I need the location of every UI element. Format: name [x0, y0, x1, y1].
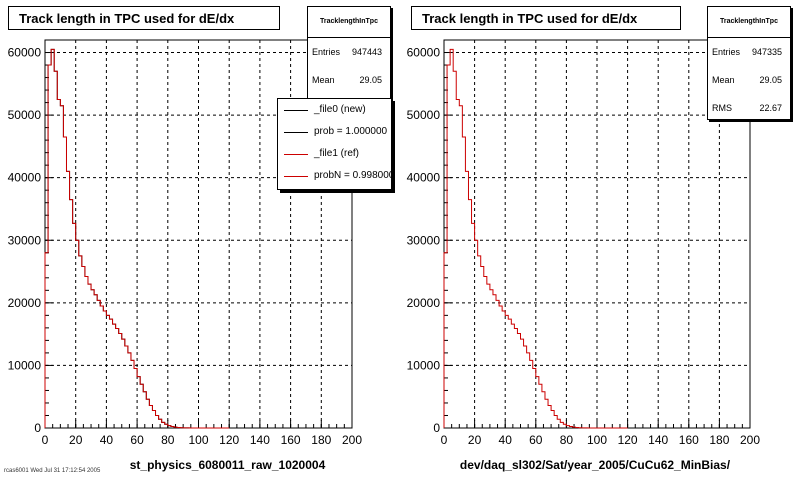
- legend-entry-prob: prob = 1.000000: [278, 121, 391, 143]
- stats-entries-value: 947335: [751, 47, 782, 57]
- panel-left-x-axis-name: st_physics_6080011_raw_1020004: [129, 458, 326, 472]
- x-tick-label: 40: [499, 433, 513, 447]
- y-tick-label: 0: [34, 421, 41, 435]
- y-tick-label: 20000: [8, 296, 42, 310]
- x-tick-label: 40: [100, 433, 114, 447]
- panel-right-x-axis-name: dev/daq_sl302/Sat/year_2005/CuCu62_MinBi…: [459, 458, 731, 472]
- x-tick-label: 100: [587, 433, 607, 447]
- panel-left-stats-name: TracklengthInTpc: [308, 7, 390, 38]
- x-tick-label: 180: [311, 433, 331, 447]
- stats-mean-label: Mean: [312, 75, 335, 85]
- x-tick-label: 80: [161, 433, 175, 447]
- y-tick-label: 40000: [8, 171, 42, 185]
- y-tick-label: 30000: [8, 233, 42, 247]
- panel-right-stats-mean: Mean 29.05: [708, 66, 790, 94]
- y-tick-label: 10000: [407, 358, 441, 372]
- legend-label: probN = 0.998000: [314, 170, 392, 181]
- stats-mean-label: Mean: [712, 75, 735, 85]
- stats-entries-label: Entries: [312, 47, 341, 57]
- y-tick-label: 0: [433, 421, 440, 435]
- stats-mean-value: 29.05: [759, 75, 782, 85]
- x-tick-label: 60: [529, 433, 543, 447]
- panel-right-stats-entries: Entries 947335: [708, 38, 790, 66]
- y-tick-label: 30000: [407, 233, 441, 247]
- x-tick-label: 140: [648, 433, 668, 447]
- panel-left-title: Track length in TPC used for dE/dx: [8, 6, 280, 30]
- stats-rms-value: 22.67: [759, 103, 782, 113]
- x-tick-label: 180: [709, 433, 729, 447]
- panel-left-stats-mean: Mean 29.05: [308, 66, 390, 94]
- x-tick-label: 120: [618, 433, 638, 447]
- legend-label: prob = 1.000000: [314, 126, 388, 137]
- histogram-series-ref: [443, 48, 628, 429]
- panel-right-stats-rms: RMS 22.67: [708, 94, 790, 122]
- legend-line-red: [284, 154, 308, 155]
- legend-line-black: [284, 110, 308, 111]
- y-tick-label: 20000: [407, 296, 441, 310]
- y-tick-label: 50000: [407, 108, 441, 122]
- y-tick-label: 60000: [407, 46, 441, 60]
- x-tick-label: 80: [560, 433, 574, 447]
- legend-entry-file0: _file0 (new): [278, 99, 391, 121]
- legend-entry-probn: probN = 0.998000: [278, 165, 391, 187]
- panel-right-title: Track length in TPC used for dE/dx: [411, 6, 681, 30]
- x-tick-label: 160: [281, 433, 301, 447]
- stats-rms-label: RMS: [712, 103, 732, 113]
- x-tick-label: 200: [740, 433, 760, 447]
- stats-mean-value: 29.05: [359, 75, 382, 85]
- legend-line-red: [284, 176, 308, 177]
- panel-left-legend: _file0 (new) prob = 1.000000 _file1 (ref…: [277, 98, 392, 190]
- y-tick-label: 10000: [8, 358, 42, 372]
- panel-left-stats-entries: Entries 947443: [308, 38, 390, 66]
- x-tick-label: 100: [188, 433, 208, 447]
- legend-line-black: [284, 132, 308, 133]
- footer-timestamp: rcas6001 Wed Jul 31 17:12:54 2005: [4, 468, 101, 474]
- y-tick-label: 40000: [407, 171, 441, 185]
- x-tick-label: 20: [69, 433, 83, 447]
- x-tick-label: 0: [441, 433, 448, 447]
- x-tick-label: 200: [342, 433, 362, 447]
- x-tick-label: 140: [250, 433, 270, 447]
- x-tick-label: 120: [219, 433, 239, 447]
- legend-entry-file1: _file1 (ref): [278, 143, 391, 165]
- x-tick-label: 20: [468, 433, 482, 447]
- legend-label: _file0 (new): [314, 104, 366, 115]
- y-tick-label: 50000: [8, 108, 42, 122]
- x-tick-label: 60: [130, 433, 144, 447]
- panel-right-stats-name: TracklengthInTpc: [708, 7, 790, 38]
- histogram-series-ref: [44, 48, 230, 429]
- stats-entries-value: 947443: [351, 47, 382, 57]
- stats-entries-label: Entries: [712, 47, 741, 57]
- panel-right-stats-box: TracklengthInTpc Entries 947335 Mean 29.…: [707, 6, 791, 120]
- x-tick-label: 160: [679, 433, 699, 447]
- legend-label: _file1 (ref): [314, 148, 360, 159]
- x-tick-label: 0: [42, 433, 49, 447]
- y-tick-label: 60000: [8, 46, 42, 60]
